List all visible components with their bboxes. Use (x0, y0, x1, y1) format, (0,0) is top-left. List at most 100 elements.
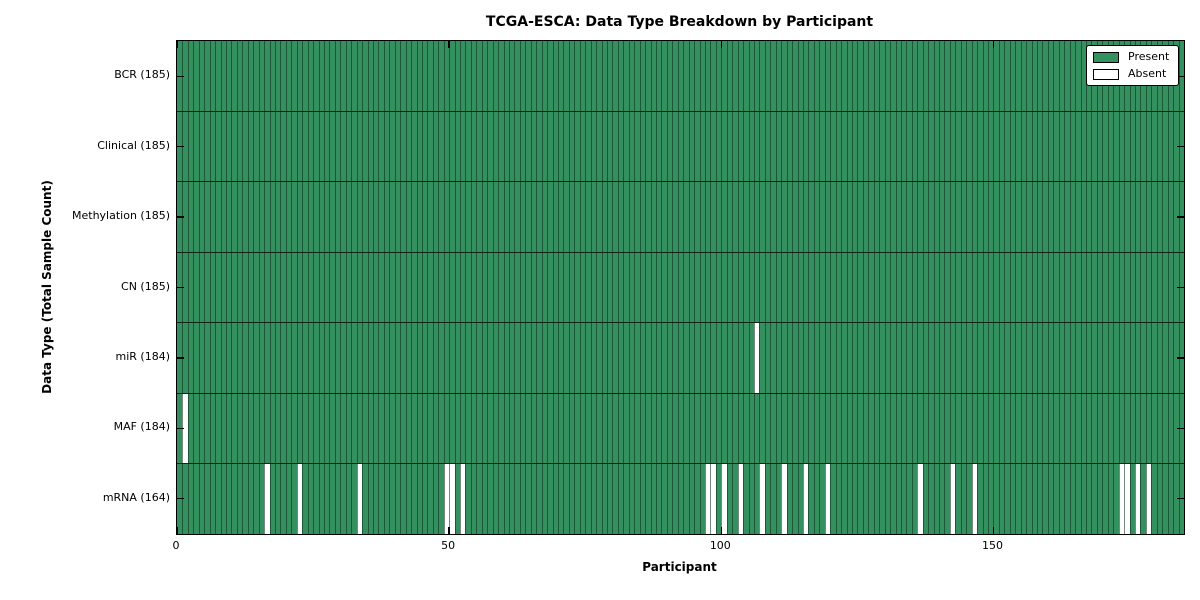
cell-edge-line (922, 41, 924, 534)
cell-edge-line (988, 41, 990, 534)
cell-edge-line (895, 41, 897, 534)
y-tick-right (1177, 286, 1184, 289)
cell-edge-line (1058, 41, 1060, 534)
cell-edge-line (933, 41, 935, 534)
x-tick-top (177, 41, 179, 48)
cell-edge-line (710, 41, 712, 534)
cell-edge-line (906, 41, 908, 534)
y-tick-left (177, 145, 184, 148)
x-tick-label-100: 100 (709, 539, 731, 552)
cell-edge-line (215, 41, 217, 534)
heatmap-cells (177, 41, 1184, 534)
cell-edge-line (242, 41, 244, 534)
cell-edge-line (781, 41, 783, 534)
absent-cell-mRNA-103 (737, 463, 744, 534)
cell-edge-line (868, 41, 870, 534)
cell-edge-line (650, 41, 652, 534)
y-tick-label-Clinical: Clinical (185) (97, 138, 170, 152)
cell-edge-line (585, 41, 587, 534)
cell-edge-line (383, 41, 385, 534)
cell-edge-line (846, 41, 848, 534)
x-tick-top (720, 41, 722, 48)
x-axis-title: Participant (642, 560, 717, 574)
cell-edge-line (509, 41, 511, 534)
cell-edge-line (547, 41, 549, 534)
cell-edge-line (993, 41, 995, 534)
cell-edge-line (514, 41, 516, 534)
cell-edge-line (1015, 41, 1017, 534)
absent-swatch (1093, 68, 1119, 80)
cell-edge-line (1102, 41, 1104, 534)
cell-edge-line (1096, 41, 1098, 534)
cell-edge-line (596, 41, 598, 534)
cell-edge-line (960, 41, 962, 534)
cell-edge-line (1053, 41, 1055, 534)
absent-cell-MAF-1 (182, 393, 188, 464)
absent-cell-mRNA-136 (917, 463, 923, 534)
cell-edge-line (362, 41, 364, 534)
absent-cell-mRNA-176 (1135, 463, 1141, 534)
cell-edge-line (623, 41, 625, 534)
cell-edge-line (1042, 41, 1044, 534)
cell-edge-line (394, 41, 396, 534)
x-tick-label-150: 150 (981, 539, 1003, 552)
cell-edge-line (900, 41, 902, 534)
cell-edge-line (617, 41, 619, 534)
x-tick-label-0: 0 (172, 539, 180, 552)
absent-cell-mRNA-142 (949, 463, 956, 534)
cell-edge-line (601, 41, 603, 534)
cell-edge-line (552, 41, 554, 534)
x-tick-bottom (448, 527, 450, 534)
cell-edge-line (1124, 41, 1126, 534)
cell-edge-line (405, 41, 407, 534)
cell-edge-line (1135, 41, 1136, 534)
cell-edge-line (329, 41, 331, 534)
legend-label-absent: Absent (1128, 67, 1167, 80)
cell-edge-line (1009, 41, 1011, 534)
row-separator (177, 181, 1184, 183)
absent-cell-mRNA-174 (1124, 463, 1130, 534)
cell-edge-line (835, 41, 837, 534)
y-tick-left (177, 427, 184, 430)
x-tick-bottom (720, 527, 722, 534)
cell-edge-line (753, 41, 755, 534)
cell-edge-line (726, 41, 728, 534)
cell-edge-line (307, 41, 309, 534)
cell-edge-line (432, 41, 434, 534)
cell-edge-line (917, 41, 919, 534)
cell-edge-line (427, 41, 429, 534)
cell-edge-line (612, 41, 614, 534)
y-tick-left (177, 75, 184, 77)
cell-edge-line (372, 41, 374, 534)
cell-edge-line (873, 41, 875, 534)
absent-cell-mRNA-52 (460, 463, 466, 534)
cell-edge-line (351, 41, 353, 534)
cell-edge-line (541, 41, 543, 534)
heatmap-plot-area (176, 40, 1185, 535)
cell-edge-line (928, 41, 930, 534)
cell-edge-line (220, 41, 222, 534)
y-tick-left (177, 216, 184, 218)
absent-cell-mRNA-49 (443, 463, 450, 534)
cell-edge-line (1075, 41, 1077, 534)
cell-edge-line (258, 41, 260, 534)
cell-edge-line (890, 41, 892, 534)
row-separator (177, 322, 1184, 324)
cell-edge-line (498, 41, 500, 534)
cell-edge-line (645, 41, 647, 534)
cell-edge-line (438, 41, 440, 534)
cell-edge-line (802, 41, 804, 534)
cell-edge-line (977, 41, 979, 534)
cell-edge-line (465, 41, 467, 534)
cell-edge-line (193, 41, 195, 534)
cell-edge-line (313, 41, 315, 534)
cell-edge-line (683, 41, 685, 534)
y-tick-left (177, 498, 184, 500)
cell-edge-line (764, 41, 766, 534)
cell-edge-line (318, 41, 320, 534)
cell-edge-line (666, 41, 668, 534)
row-separator (177, 251, 1184, 253)
cell-edge-line (1031, 41, 1033, 534)
cell-edge-line (857, 41, 859, 534)
cell-edge-line (677, 41, 679, 534)
